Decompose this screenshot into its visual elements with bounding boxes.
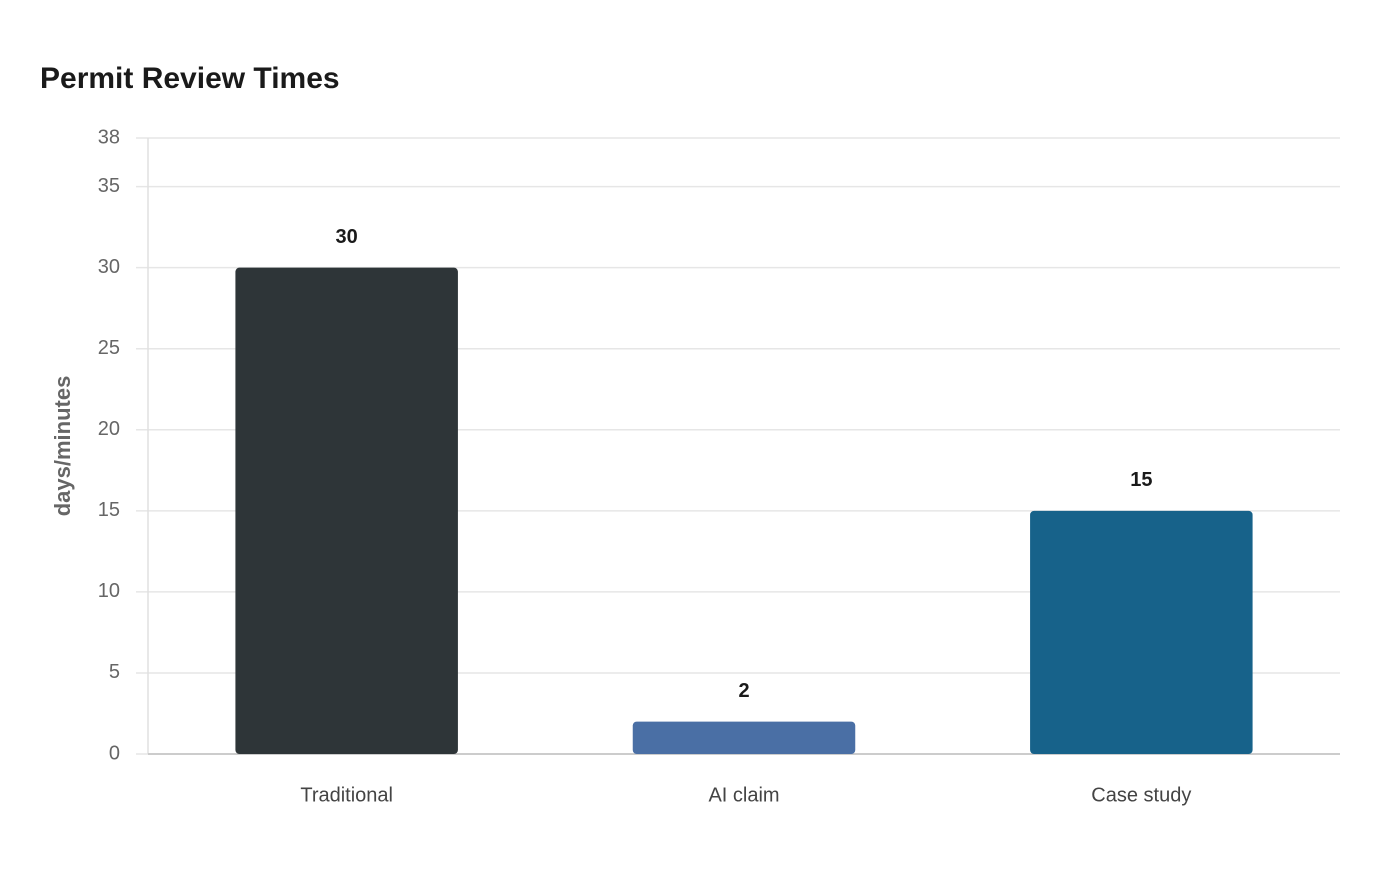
bar [1030, 510, 1253, 754]
chart-title: Permit Review Times [40, 62, 340, 95]
y-tick-label: 15 [98, 499, 120, 521]
y-tick-label: 20 [98, 418, 120, 440]
y-tick-label: 10 [98, 580, 120, 602]
x-tick-label: Traditional [300, 784, 393, 806]
y-tick-label: 30 [98, 256, 120, 278]
y-tick-label: 38 [98, 126, 120, 148]
y-tick-label: 0 [109, 742, 120, 764]
value-label: 15 [1130, 469, 1152, 491]
bar [632, 721, 856, 754]
x-tick-label: AI claim [708, 784, 779, 806]
bar [235, 267, 458, 754]
x-tick-label: Case study [1091, 784, 1191, 806]
value-label: 2 [738, 680, 749, 702]
y-tick-label: 35 [98, 175, 120, 197]
value-label: 30 [336, 226, 358, 248]
y-tick-label: 5 [109, 661, 120, 683]
y-axis-label: days/minutes [50, 376, 75, 517]
y-tick-label: 25 [98, 337, 120, 359]
